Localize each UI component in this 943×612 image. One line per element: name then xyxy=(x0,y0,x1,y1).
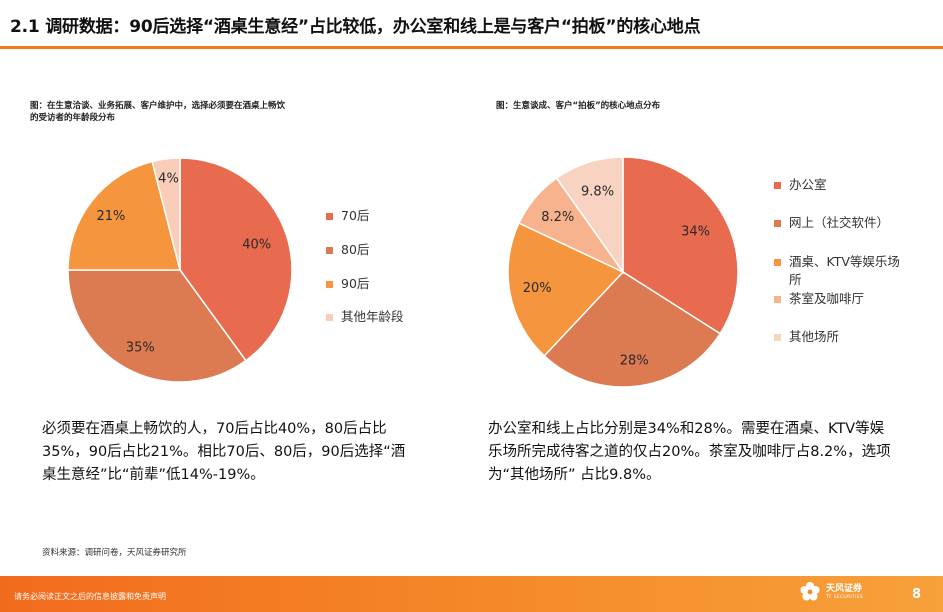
page-title: 2.1 调研数据：90后选择“酒桌生意经”占比较低，办公室和线上是与客户“拍板”… xyxy=(10,17,701,37)
legend-item-1-4: 其他场所 xyxy=(774,328,934,346)
pie-data-label-1-3: 8.2% xyxy=(541,210,574,225)
pie-chart-age: 40% 35% 21% 4% xyxy=(67,157,293,383)
legend-label: 网上（社交软件） xyxy=(789,215,890,230)
pie-data-label-0-3: 4% xyxy=(158,171,179,186)
chart-title-age: 图：在生意洽谈、业务拓展、客户维护中，选择必须要在酒桌上畅饮的受访者的年龄段分布 xyxy=(30,101,286,123)
pie-data-label-1-2: 20% xyxy=(523,281,552,296)
legend-location: 办公室网上（社交软件） 酒桌、KTV等娱乐场所茶室及咖啡厅 其他场所 xyxy=(774,176,934,366)
disclaimer-link[interactable]: 请务必阅读正文之后的信息披露和免责声明 xyxy=(14,592,166,601)
pie-data-label-0-1: 35% xyxy=(126,340,155,355)
legend-item-1-3: 茶室及咖啡厅 xyxy=(774,290,934,308)
legend-swatch xyxy=(326,281,333,288)
legend-swatch xyxy=(774,220,781,227)
footer-bar: 请务必阅读正文之后的信息披露和免责声明 天风证券 TF SECURITIES 8 xyxy=(0,576,943,612)
pie-slice-0-3 xyxy=(151,157,181,271)
pie-slice-1-4 xyxy=(555,156,624,275)
logo-name-en: TF SECURITIES xyxy=(826,594,864,600)
pie-slice-0-1 xyxy=(67,269,247,383)
legend-label: 酒桌、KTV等娱乐场所 xyxy=(789,254,900,287)
legend-swatch xyxy=(774,296,781,303)
legend-item-0-0: 70后 xyxy=(326,207,476,225)
legend-swatch xyxy=(774,259,781,266)
pie-data-label-0-2: 21% xyxy=(97,209,126,224)
pie-slice-0-2 xyxy=(67,160,181,271)
summary-location: 办公室和线上占比分别是34%和28%。需要在酒桌、KTV等娱乐场所完成待客之道的… xyxy=(488,421,891,483)
legend-swatch xyxy=(326,314,333,321)
legend-label: 80后 xyxy=(341,242,370,257)
legend-item-0-2: 90后 xyxy=(326,275,476,293)
legend-item-0-3: 其他年龄段 xyxy=(326,308,476,326)
legend-label: 茶室及咖啡厅 xyxy=(789,291,865,306)
summary-age: 必须要在酒桌上畅饮的人，70后占比40%，80后占比35%，90后占比21%。相… xyxy=(42,421,406,483)
pie-slice-0-0 xyxy=(179,157,293,362)
source-note: 资料来源：调研问卷，天风证券研究所 xyxy=(42,548,187,558)
legend-label: 办公室 xyxy=(789,177,827,192)
page-number: 8 xyxy=(911,587,921,602)
legend-item-1-2: 酒桌、KTV等娱乐场所 xyxy=(774,253,902,289)
pie-slice-1-1 xyxy=(543,271,722,388)
logo-name-cn: 天风证券 xyxy=(826,583,863,594)
pie-data-label-0-0: 40% xyxy=(242,238,271,253)
legend-label: 其他场所 xyxy=(789,329,840,344)
legend-item-1-0: 办公室 xyxy=(774,176,934,194)
pie-data-label-1-4: 9.8% xyxy=(581,185,614,200)
title-divider xyxy=(0,46,943,49)
pie-slice-1-2 xyxy=(507,222,625,357)
legend-swatch xyxy=(326,247,333,254)
legend-label: 90后 xyxy=(341,276,370,291)
legend-swatch xyxy=(774,334,781,341)
pie-data-label-1-1: 28% xyxy=(620,353,649,368)
legend-swatch xyxy=(326,213,333,220)
legend-age: 70后 80后 90后其他年龄段 xyxy=(326,207,476,347)
legend-label: 其他年龄段 xyxy=(341,309,404,324)
legend-item-0-1: 80后 xyxy=(326,241,476,259)
legend-swatch xyxy=(774,182,781,189)
legend-label: 70后 xyxy=(341,208,370,223)
legend-item-1-1: 网上（社交软件） xyxy=(774,214,934,232)
pie-data-label-1-0: 34% xyxy=(681,225,710,240)
chart-title-location: 图：生意谈成、客户“拍板”的核心地点分布 xyxy=(496,101,661,111)
logo-flower-icon xyxy=(800,582,820,601)
pie-chart-location: 34% 28% 20% 8.2% 9.8% xyxy=(507,156,739,388)
tf-securities-logo: 天风证券 TF SECURITIES xyxy=(798,580,863,604)
